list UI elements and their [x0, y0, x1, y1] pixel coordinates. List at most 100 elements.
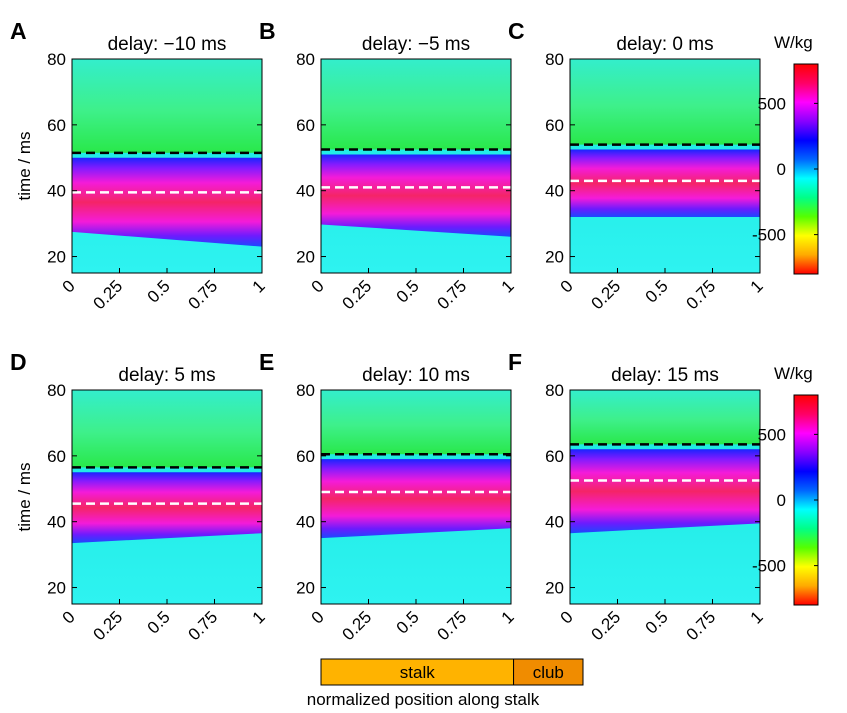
- x-tick-label: 0.25: [587, 607, 624, 644]
- heatmap-A: [72, 59, 262, 273]
- y-tick-label: 60: [296, 116, 315, 135]
- x-tick-label: 1: [747, 276, 767, 296]
- heatmap-B: [321, 59, 511, 273]
- y-tick-label: 40: [545, 182, 564, 201]
- y-axis-label: time / ms: [15, 463, 34, 532]
- y-tick-label: 60: [47, 447, 66, 466]
- panel-title: delay: 10 ms: [362, 365, 470, 386]
- x-tick-label: 0: [308, 276, 328, 296]
- panel-letter: D: [10, 349, 27, 375]
- x-tick-label: 1: [249, 276, 269, 296]
- x-tick-label: 0.5: [393, 607, 423, 637]
- y-tick-label: 80: [47, 381, 66, 400]
- y-tick-label: 60: [47, 116, 66, 135]
- x-tick-label: 0.75: [433, 276, 470, 313]
- x-tick-label: 0.25: [89, 607, 126, 644]
- colorbar-unit: W/kg: [774, 364, 813, 383]
- heatmap-power-band: [72, 157, 262, 247]
- heatmap-power-band: [72, 472, 262, 544]
- colorbar-tick-label: -500: [752, 226, 786, 245]
- club-label: club: [533, 663, 564, 682]
- y-tick-label: 60: [545, 447, 564, 466]
- panel-title: delay: 5 ms: [118, 365, 215, 386]
- x-tick-label: 0.5: [642, 607, 672, 637]
- x-tick-label: 0.75: [682, 276, 719, 313]
- panel-letter: A: [10, 18, 27, 44]
- heatmap-upper-region: [570, 390, 760, 445]
- y-tick-label: 40: [296, 513, 315, 532]
- heatmap-power-band: [570, 149, 760, 218]
- panel-title: delay: −5 ms: [362, 34, 470, 55]
- y-tick-label: 20: [545, 579, 564, 598]
- heatmap-upper-region: [72, 390, 262, 468]
- x-tick-label: 0.5: [144, 276, 174, 306]
- x-tick-label: 0: [557, 276, 577, 296]
- panel-B: delay: −5 ms B 20 40 60 80 0 0.25 0.5 0.75 1: [259, 18, 518, 313]
- y-tick-label: 80: [296, 50, 315, 69]
- panel-C: delay: 0 ms C 20 40 60 80 0 0.25 0.5 0.75 1: [508, 18, 767, 313]
- stalk-club-bar: stalk club: [320, 658, 584, 686]
- heatmap-D: [72, 390, 262, 604]
- x-tick-label: 1: [747, 607, 767, 627]
- x-tick-label: 1: [249, 607, 269, 627]
- y-tick-label: 60: [545, 116, 564, 135]
- y-tick-label: 20: [47, 579, 66, 598]
- heatmap-upper-region: [72, 59, 262, 153]
- panel-letter: C: [508, 18, 525, 44]
- y-tick-label: 40: [545, 513, 564, 532]
- panel-letter: E: [259, 349, 274, 375]
- heatmap-C: [570, 59, 760, 273]
- x-tick-label: 1: [498, 276, 518, 296]
- club-segment: [513, 658, 584, 686]
- heatmap-upper-region: [321, 390, 511, 455]
- x-tick-label: 0.75: [184, 276, 221, 313]
- x-tick-label: 0.75: [184, 607, 221, 644]
- x-tick-label: 0.75: [433, 607, 470, 644]
- x-tick-label: 0: [59, 607, 79, 627]
- colorbar-1: W/kg 500 0 -500: [752, 33, 819, 275]
- colorbar-tick-label: -500: [752, 557, 786, 576]
- heatmap-upper-region: [321, 59, 511, 150]
- stalk-label: stalk: [400, 663, 435, 682]
- heatmap-upper-region: [570, 59, 760, 145]
- x-tick-label: 0.25: [89, 276, 126, 313]
- heatmap-power-band: [570, 449, 760, 534]
- y-tick-label: 80: [545, 50, 564, 69]
- panel-F: delay: 15 ms F 20 40 60 80 0 0.25 0.5 0.75 1: [508, 349, 767, 644]
- y-tick-label: 40: [47, 513, 66, 532]
- y-tick-label: 20: [296, 579, 315, 598]
- x-tick-label: 0.25: [587, 276, 624, 313]
- x-tick-label: 0: [59, 276, 79, 296]
- colorbar-unit: W/kg: [774, 33, 813, 52]
- x-tick-label: 0: [557, 607, 577, 627]
- panel-E: delay: 10 ms E 20 40 60 80 0 0.25 0.5 0.75 1: [259, 349, 518, 644]
- heatmap-E: [321, 390, 511, 604]
- y-tick-label: 20: [296, 248, 315, 267]
- panel-title: delay: 15 ms: [611, 365, 719, 386]
- colorbar-tick-label: 500: [758, 425, 786, 444]
- colorbar-tick-label: 0: [777, 160, 786, 179]
- x-tick-label: 0.5: [144, 607, 174, 637]
- x-tick-label: 0.25: [338, 276, 375, 313]
- y-tick-label: 60: [296, 447, 315, 466]
- colorbar-tick-label: 0: [777, 491, 786, 510]
- y-tick-label: 20: [47, 248, 66, 267]
- y-tick-label: 80: [47, 50, 66, 69]
- x-tick-label: 0.25: [338, 607, 375, 644]
- colorbar-2: W/kg 500 0 -500: [752, 364, 819, 606]
- y-tick-label: 20: [545, 248, 564, 267]
- heatmap-power-band: [321, 154, 511, 237]
- y-axis-label: time / ms: [15, 132, 34, 201]
- y-tick-label: 40: [296, 182, 315, 201]
- colorbar-tick-label: 500: [758, 94, 786, 113]
- x-tick-label: 0: [308, 607, 328, 627]
- panel-title: delay: 0 ms: [616, 34, 713, 55]
- stalk-segment: [320, 658, 515, 686]
- panel-letter: F: [508, 349, 522, 375]
- x-tick-label: 1: [498, 607, 518, 627]
- y-tick-label: 40: [47, 182, 66, 201]
- heatmap-F: [570, 390, 760, 604]
- panel-title: delay: −10 ms: [108, 34, 227, 55]
- panel-A: delay: −10 ms A 20 40 60 80 0 0.25 0.5 0.75 1 time …: [10, 18, 269, 313]
